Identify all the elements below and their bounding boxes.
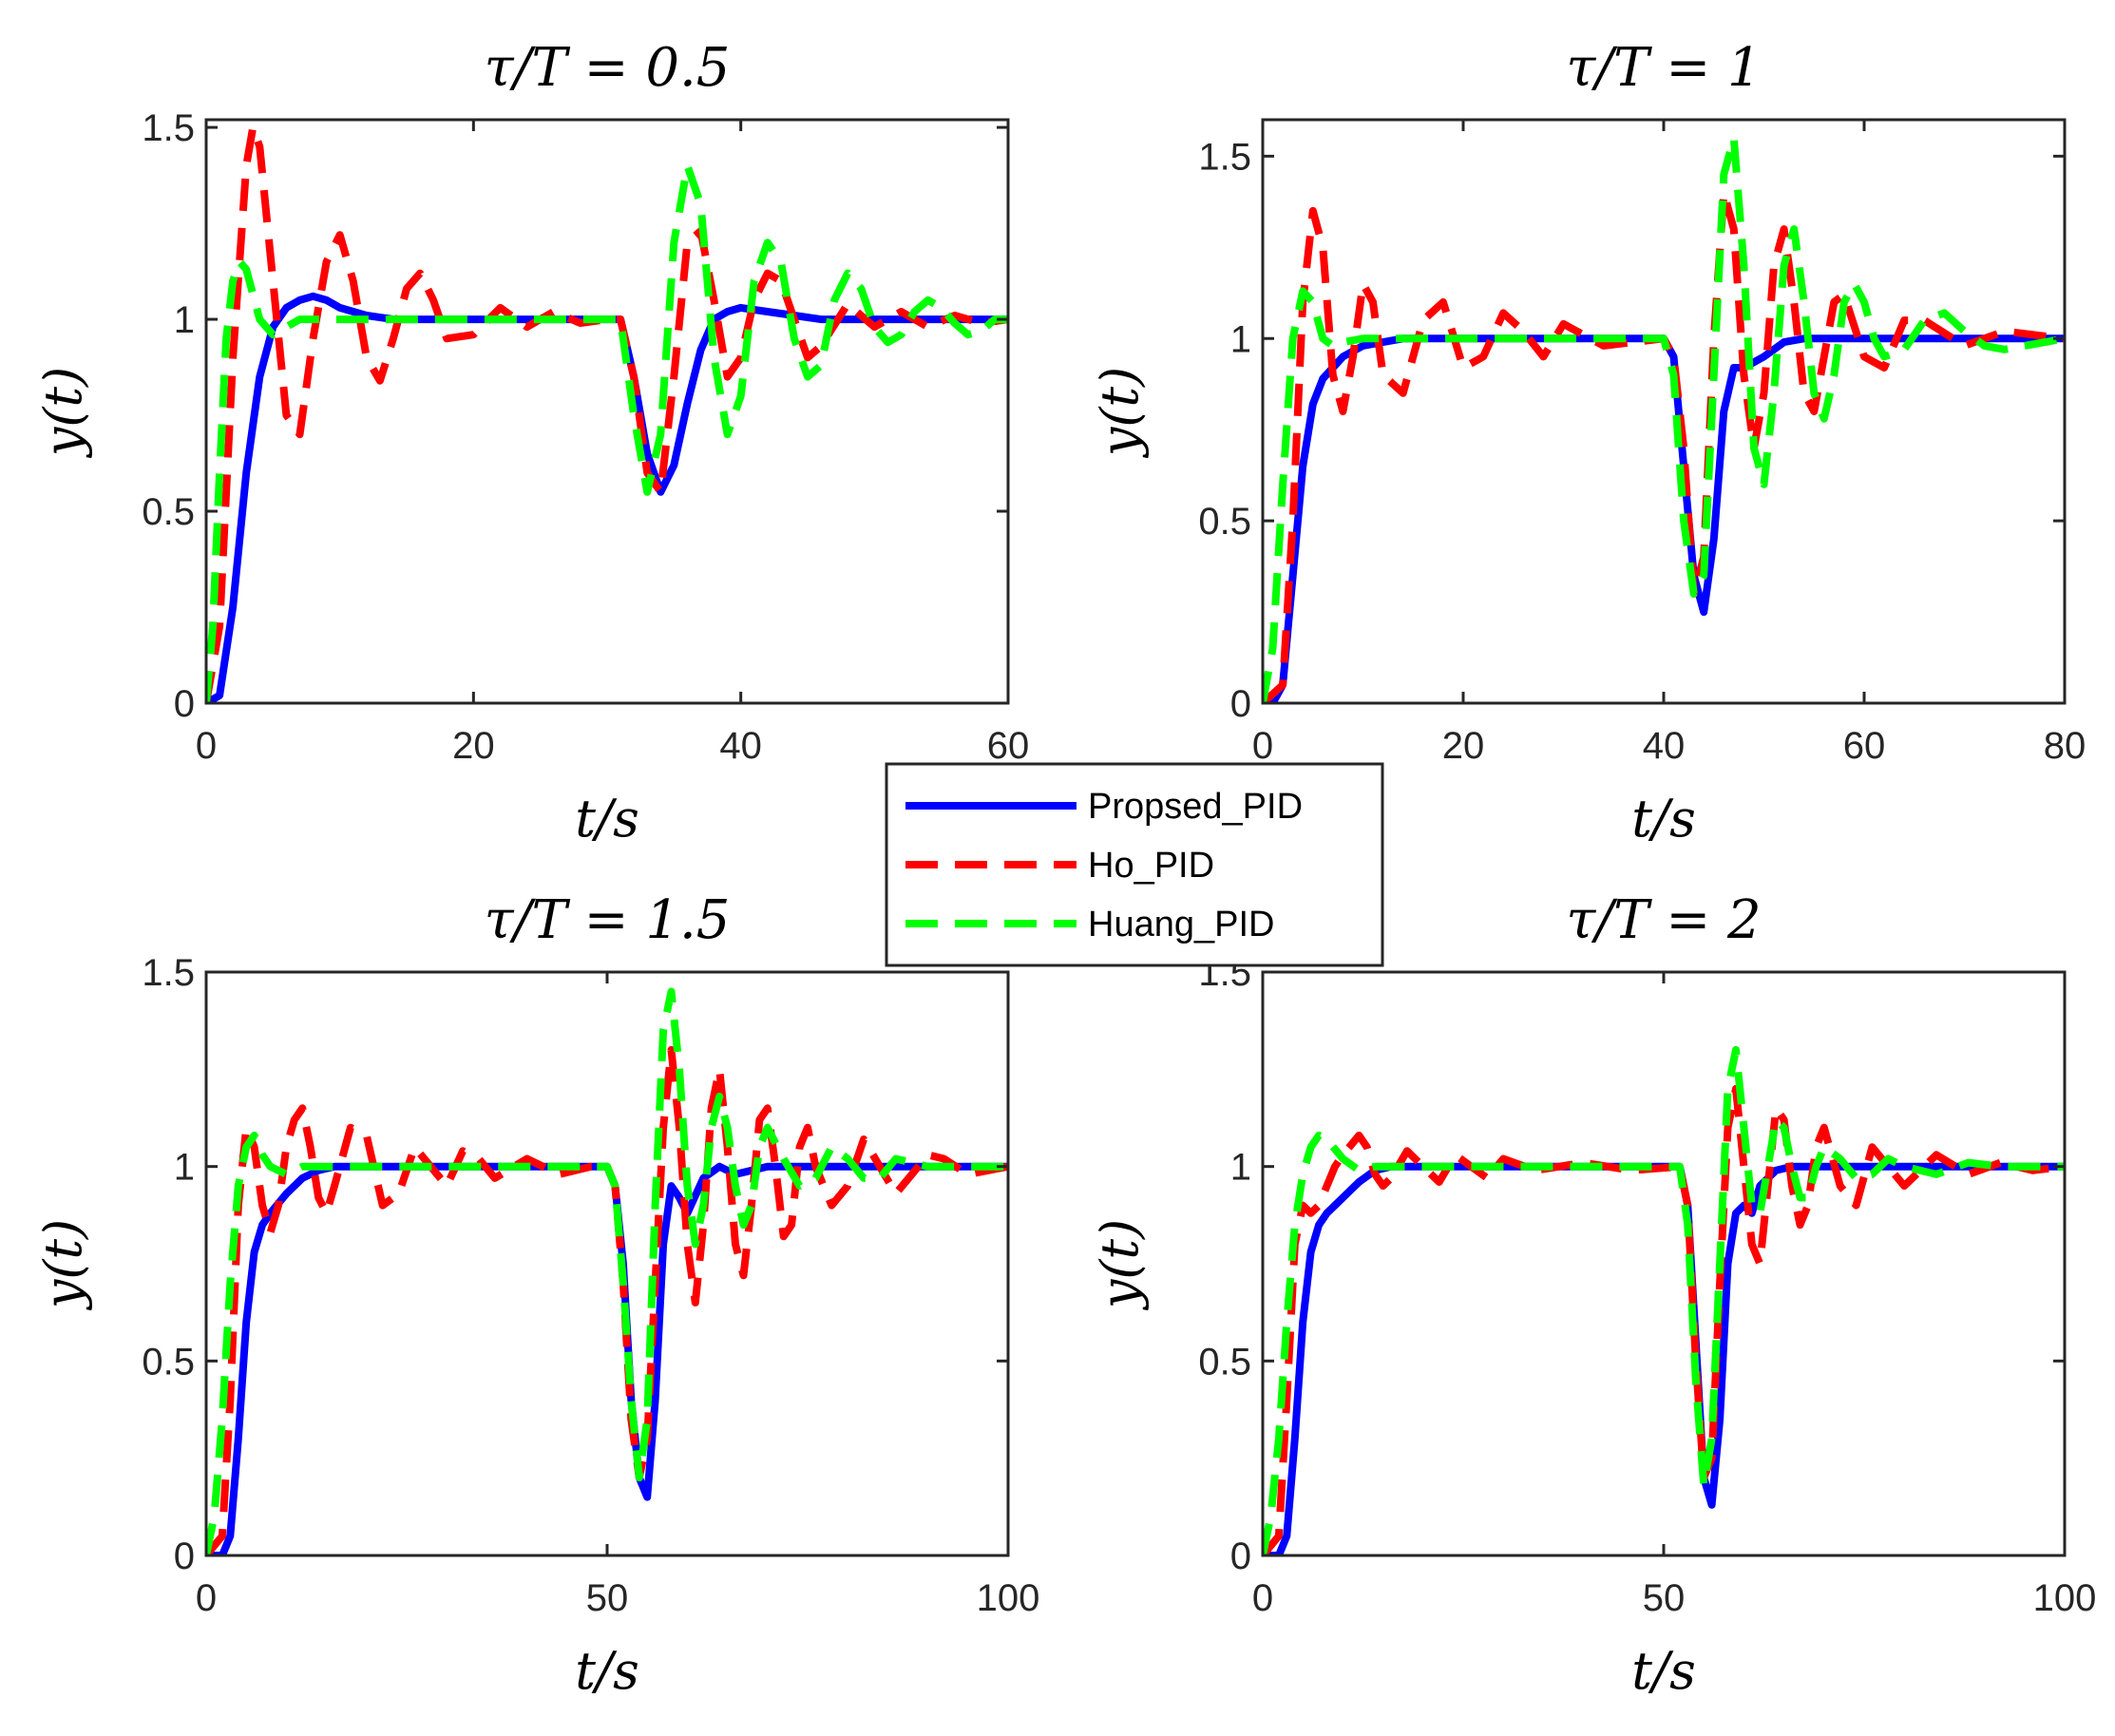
x-tick-label: 40 [719, 725, 762, 767]
x-tick-label: 20 [1442, 725, 1485, 767]
axes-box [1261, 970, 2067, 1557]
y-axis-label: y(t) [1090, 367, 1150, 458]
y-tick-label: 0 [174, 683, 195, 725]
subplot-1: 0 20 40 60 0 0.5 1 1.5 τ/T = 0.5 t/s y(t) [33, 37, 1029, 849]
x-tick-label: 40 [1643, 725, 1686, 767]
y-tick-label: 1.5 [142, 952, 195, 994]
legend-label-huang-pid: Huang_PID [1088, 905, 1274, 944]
axes-box [204, 118, 1010, 705]
x-tick-label: 0 [1252, 1577, 1273, 1619]
x-axis-label: t/s [575, 789, 639, 849]
series-line-huang-pid [206, 987, 1008, 1555]
subplot-2: 0 20 40 60 80 0 0.5 1 1.5 τ/T = 1 t/s y(t) [1090, 37, 2086, 849]
legend: Propsed_PID Ho_PID Huang_PID [885, 762, 1384, 967]
x-tick-label: 0 [1252, 725, 1273, 767]
subplot-title: τ/T = 2 [1566, 889, 1761, 951]
x-tick-label: 80 [2044, 725, 2086, 767]
series-line-proposed-pid [1263, 1162, 2065, 1555]
y-tick-label: 0.5 [142, 491, 195, 533]
y-axis-label: y(t) [1090, 1219, 1150, 1310]
axes-box [204, 970, 1010, 1557]
y-tick-label: 0.5 [142, 1341, 195, 1383]
y-tick-label: 1 [174, 299, 195, 341]
y-tick-label: 1 [174, 1147, 195, 1189]
subplot-title: τ/T = 1 [1566, 37, 1761, 99]
y-tick-label: 1.5 [142, 107, 195, 149]
legend-label-proposed-pid: Propsed_PID [1088, 787, 1303, 827]
series-line-ho-pid [1263, 1084, 2065, 1555]
series-line-ho-pid [206, 124, 1008, 703]
y-tick-label: 1.5 [1198, 136, 1251, 178]
y-tick-label: 0 [1230, 683, 1251, 725]
x-tick-label: 60 [1843, 725, 1886, 767]
x-axis-label: t/s [575, 1641, 639, 1701]
y-tick-label: 0 [174, 1536, 195, 1577]
subplot-title: τ/T = 0.5 [485, 37, 731, 99]
series-line-ho-pid [206, 1045, 1008, 1555]
axes-box [1261, 118, 2067, 705]
x-axis-label: t/s [1631, 789, 1696, 849]
y-tick-label: 0 [1230, 1536, 1251, 1577]
series-line-huang-pid [1263, 134, 2065, 703]
x-tick-label: 20 [452, 725, 495, 767]
y-axis-label: y(t) [33, 1219, 93, 1310]
y-tick-label: 1 [1230, 318, 1251, 360]
y-tick-label: 1 [1230, 1147, 1251, 1189]
x-axis-label: t/s [1631, 1641, 1696, 1701]
y-tick-label: 0.5 [1198, 501, 1251, 543]
y-axis-label: y(t) [33, 367, 93, 458]
series-line-proposed-pid [206, 292, 1008, 703]
series-line-huang-pid [206, 162, 1008, 703]
x-tick-label: 60 [987, 725, 1030, 767]
x-tick-label: 50 [1643, 1577, 1686, 1619]
subplot-3: 0 50 100 0 0.5 1 1.5 τ/T = 1.5 t/s y(t) [33, 889, 1039, 1701]
x-tick-label: 0 [196, 1577, 217, 1619]
x-tick-label: 50 [586, 1577, 629, 1619]
x-tick-label: 100 [2033, 1577, 2097, 1619]
series-line-proposed-pid [206, 1162, 1008, 1555]
legend-label-ho-pid: Ho_PID [1088, 846, 1214, 886]
series-line-ho-pid [1263, 188, 2065, 703]
series-line-proposed-pid [1263, 334, 2065, 703]
subplot-title: τ/T = 1.5 [485, 889, 731, 951]
x-tick-label: 100 [977, 1577, 1040, 1619]
series-line-huang-pid [1263, 1045, 2065, 1555]
y-tick-label: 0.5 [1198, 1341, 1251, 1383]
x-tick-label: 0 [196, 725, 217, 767]
